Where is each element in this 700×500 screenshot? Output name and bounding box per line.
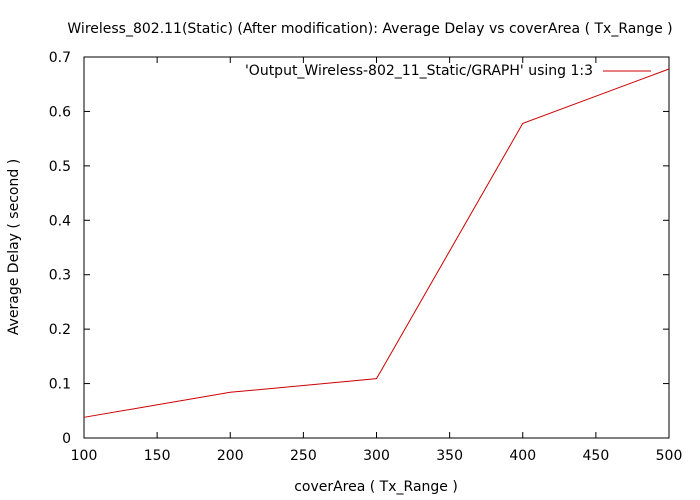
x-tick-label: 450: [583, 448, 610, 464]
x-tick-label: 100: [71, 448, 98, 464]
y-axis: 0 0.1 0.2 0.3 0.4 0.5 0.6 0.7: [49, 50, 669, 447]
x-axis-label: coverArea ( Tx_Range ): [294, 479, 458, 495]
chart-title: Wireless_802.11(Static) (After modificat…: [67, 21, 672, 37]
legend-label: 'Output_Wireless-802_11_Static/GRAPH' us…: [245, 63, 593, 79]
y-tick-label: 0.6: [49, 104, 71, 120]
plot-frame: [83, 56, 670, 439]
y-axis-label: Average Delay ( second ): [6, 159, 22, 335]
y-tick-label: 0.1: [49, 377, 71, 393]
y-tick-label: 0: [62, 431, 71, 447]
x-tick-label: 200: [217, 448, 244, 464]
y-tick-label: 0.3: [49, 268, 71, 284]
x-tick-label: 300: [363, 448, 390, 464]
x-axis: 100 150 200 250 300 350 400 450 500: [71, 57, 683, 464]
y-tick-label: 0.5: [49, 159, 71, 175]
x-tick-label: 250: [290, 448, 317, 464]
y-tick-label: 0.2: [49, 322, 71, 338]
legend: 'Output_Wireless-802_11_Static/GRAPH' us…: [245, 63, 651, 79]
y-tick-label: 0.4: [49, 213, 71, 229]
x-tick-label: 150: [144, 448, 171, 464]
y-tick-label: 0.7: [49, 50, 71, 66]
series-line: [83, 68, 670, 418]
x-tick-label: 500: [656, 448, 683, 464]
x-tick-label: 400: [509, 448, 536, 464]
series-layer: [83, 68, 670, 418]
x-tick-label: 350: [436, 448, 463, 464]
